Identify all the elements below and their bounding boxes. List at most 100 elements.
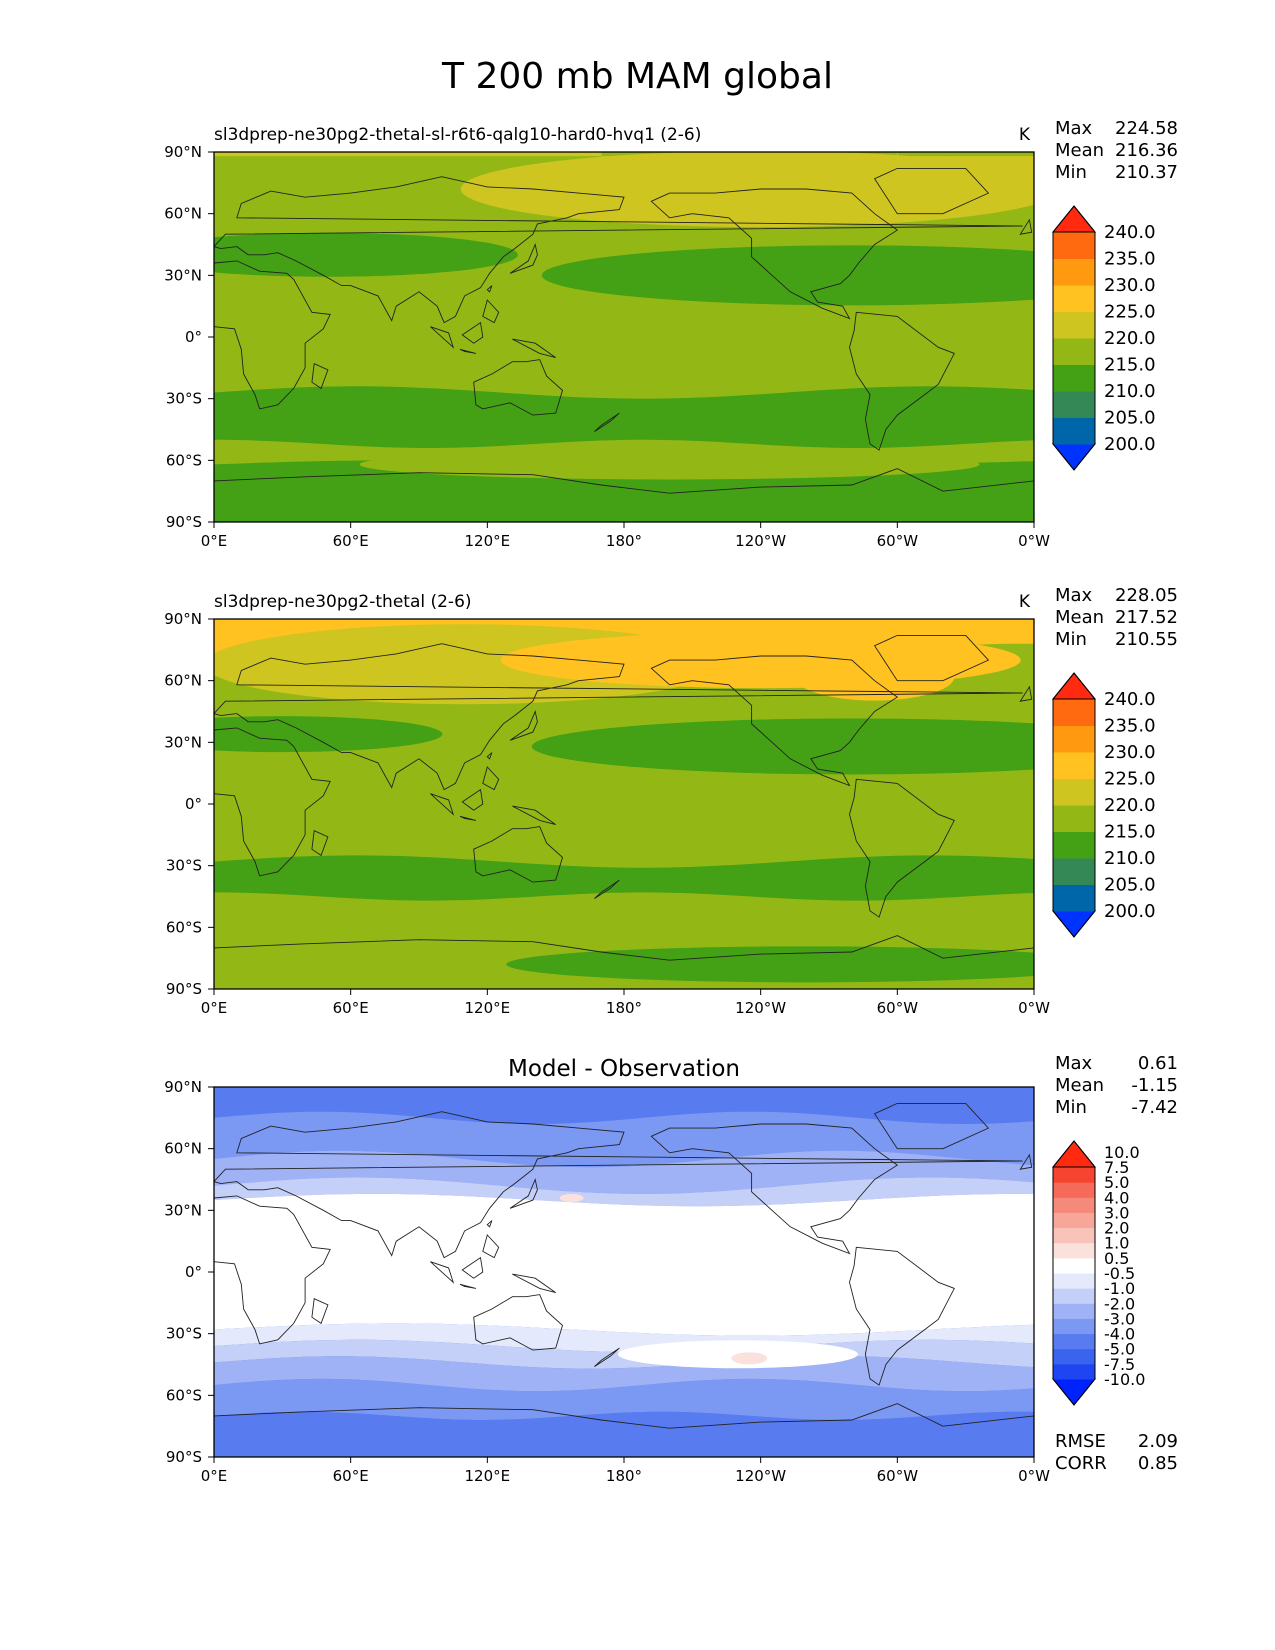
colorbar-segment (1053, 1288, 1095, 1304)
x-tick-label: 60°W (877, 1467, 919, 1485)
colorbar-segment (1053, 1167, 1095, 1183)
coastline (512, 338, 556, 359)
coastline (214, 1195, 331, 1345)
contour-band (214, 716, 443, 753)
colorbar-extend-low (1051, 1378, 1097, 1406)
y-tick-label: 60°N (164, 205, 202, 223)
coastline (650, 188, 899, 320)
x-tick-label: 0°E (201, 1467, 228, 1485)
colorbar-segment (1053, 1303, 1095, 1319)
colorbar-segment (1053, 778, 1095, 806)
colorbar-segment (1053, 1197, 1095, 1213)
colorbar-tick-label: 3.0 (1104, 1203, 1129, 1222)
colorbar-tick-label: 220.0 (1104, 795, 1156, 816)
colorbar-outline (1052, 1140, 1096, 1406)
coastline (594, 1347, 620, 1367)
colorbar-segment (1053, 1212, 1095, 1229)
colorbar-segment (1053, 1242, 1095, 1259)
coastline (214, 727, 331, 877)
colorbar-segment (1053, 1363, 1095, 1380)
colorbar-segment (1053, 884, 1095, 912)
y-tick-label: 30°N (164, 733, 202, 751)
stat-label: Mean (1055, 140, 1104, 161)
coastline (486, 1220, 493, 1228)
coastline (461, 788, 484, 811)
map-panel-test: sl3dprep-ne30pg2-thetal-sl-r6t6-qalg10-h… (164, 118, 1178, 550)
coastline (512, 805, 556, 826)
contour-band (541, 245, 1034, 306)
y-tick-label: 0° (185, 1263, 202, 1281)
coastline (1019, 1153, 1033, 1170)
colorbar-tick-label: -4.0 (1104, 1325, 1135, 1344)
y-tick-label: 0° (185, 328, 202, 346)
coastline (509, 243, 538, 274)
stat-label: Min (1055, 629, 1087, 650)
contour-band (214, 232, 518, 277)
coastline (311, 830, 329, 857)
colorbar-outline (1052, 672, 1096, 938)
x-tick-label: 0°E (201, 532, 228, 550)
panel-title: sl3dprep-ne30pg2-thetal (2-6) (214, 592, 472, 612)
coastline (461, 321, 484, 344)
colorbar-tick-label: 7.5 (1104, 1158, 1129, 1177)
coastline (509, 1178, 538, 1209)
coastline (473, 359, 564, 416)
x-tick-label: 120°W (735, 532, 786, 550)
colorbar-tick-label: 10.0 (1104, 1143, 1140, 1162)
x-tick-label: 180° (606, 999, 642, 1017)
stat-value: 0.61 (1138, 1053, 1178, 1074)
coastline (849, 778, 955, 918)
map-field (214, 152, 1034, 522)
stat-label: RMSE (1055, 1431, 1106, 1452)
coastline (214, 1111, 1023, 1259)
coastline (214, 935, 1034, 989)
map-panel-reference: sl3dprep-ne30pg2-thetal (2-6) K 0°E 60°E 120… (164, 585, 1178, 1017)
coastlines (214, 1102, 1034, 1457)
contour-band (214, 1356, 1034, 1392)
map-field (214, 619, 1034, 989)
stat-value: 210.55 (1115, 629, 1178, 650)
colorbar-tick-label: 2.0 (1104, 1219, 1129, 1238)
colorbar-tick-label: 230.0 (1104, 275, 1156, 296)
coastline (486, 752, 493, 760)
coastline (486, 285, 493, 293)
colorbar-segment (1053, 858, 1095, 885)
coastline (1019, 685, 1033, 702)
colorbar-tick-label: -7.5 (1104, 1355, 1135, 1374)
x-tick-label: 60°W (877, 999, 919, 1017)
contour-band (359, 449, 980, 480)
coastline (430, 1261, 455, 1284)
x-tick-label: 0°W (1018, 999, 1050, 1017)
y-tick-label: 30°N (164, 266, 202, 284)
colorbar: 200.0 205.0 210.0 215.0 220.0 225.0 230.0 235.0… (1051, 672, 1156, 938)
y-tick-label: 90°S (166, 980, 202, 998)
colorbar-tick-label: -0.5 (1104, 1264, 1135, 1283)
colorbar-extend-high (1051, 1140, 1097, 1168)
colorbar-segment (1053, 1227, 1095, 1244)
colorbar-segment (1053, 285, 1095, 312)
figure-title: T 200 mb MAM global (442, 56, 833, 97)
x-tick-label: 60°E (333, 532, 369, 550)
coastline (459, 1283, 477, 1289)
stat-value: -1.15 (1131, 1075, 1178, 1096)
contour-band (531, 718, 1034, 775)
stat-label: CORR (1055, 1453, 1107, 1474)
coastline (311, 363, 329, 390)
colorbar-extend-low (1051, 910, 1097, 938)
x-tick-label: 120°E (465, 1467, 511, 1485)
coastline (214, 176, 1023, 324)
x-tick-label: 60°E (333, 999, 369, 1017)
colorbar-segment (1053, 338, 1095, 365)
coastline (482, 766, 500, 791)
stat-label: Max (1055, 118, 1093, 139)
y-tick-label: 60°N (164, 1140, 202, 1158)
colorbar-tick-label: 215.0 (1104, 355, 1156, 376)
coastline (594, 879, 620, 899)
colorbar-segment (1053, 1348, 1095, 1365)
stat-label: Min (1055, 162, 1087, 183)
colorbar-tick-label: 230.0 (1104, 742, 1156, 763)
y-tick-label: 30°S (166, 857, 202, 875)
y-tick-label: 90°S (166, 513, 202, 531)
contour-band (214, 1150, 1034, 1194)
